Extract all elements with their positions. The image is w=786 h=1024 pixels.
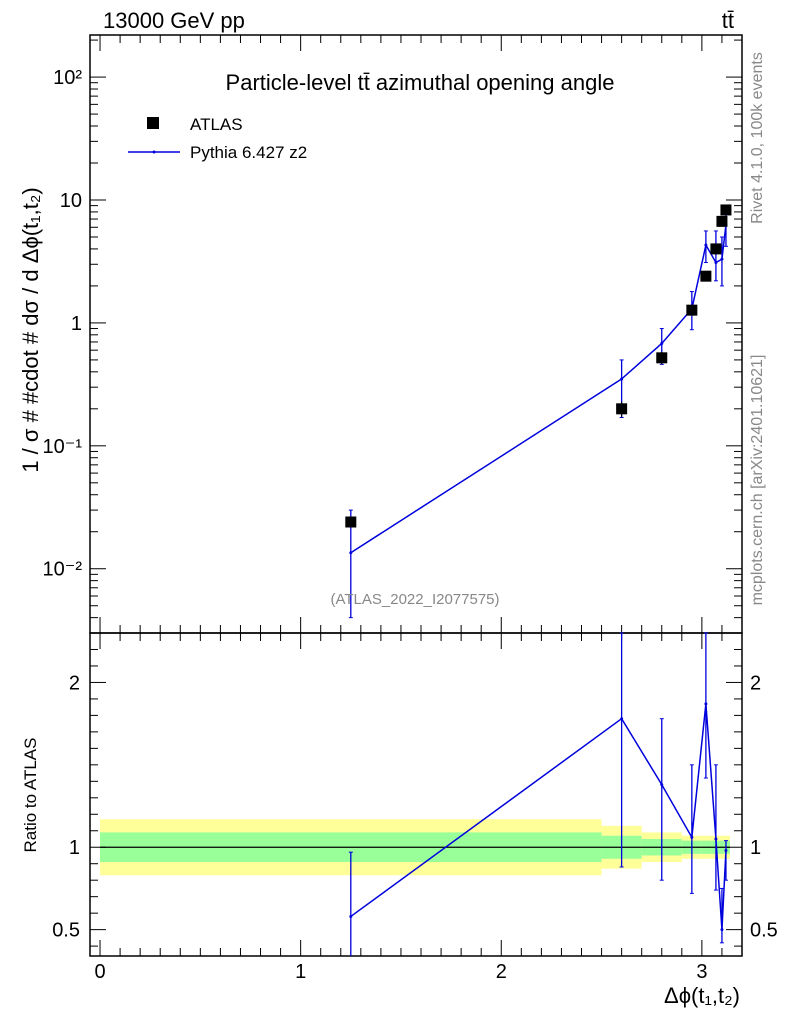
- ratio-pythia-point: [660, 783, 664, 787]
- atlas-point: [686, 304, 698, 316]
- main-y-tick-label: 1: [71, 313, 82, 335]
- x-tick-label: 0: [94, 961, 105, 983]
- pythia-point: [660, 341, 664, 345]
- legend-atlas-marker: [147, 117, 159, 129]
- rivet-version-label: Rivet 4.1.0, 100k events: [749, 52, 766, 224]
- data-marks: [345, 204, 732, 956]
- legend-pythia-label: Pythia 6.427 z2: [190, 143, 307, 162]
- ratio-y-tick-label-right: 0.5: [750, 920, 778, 942]
- energy-label: 13000 GeV pp: [103, 8, 245, 33]
- legend: ATLAS Pythia 6.427 z2: [128, 115, 307, 162]
- axes-frames: [89, 34, 743, 957]
- pythia-point: [620, 377, 624, 381]
- main-y-tick-label: 10: [60, 190, 82, 212]
- main-y-tick-label: 10²: [53, 67, 82, 89]
- ratio-uncertainty-bands: [100, 819, 730, 876]
- ratio-pythia-point: [704, 702, 708, 706]
- pythia-point: [704, 243, 708, 247]
- ratio-y-tick-label-right: 1: [750, 837, 761, 859]
- ratio-pythia-point: [720, 928, 724, 932]
- legend-atlas-label: ATLAS: [190, 115, 243, 134]
- x-tick-label: 3: [696, 961, 707, 983]
- x-axis-label: Δϕ(t₁,t₂): [664, 983, 740, 1008]
- analysis-id-annotation: (ATLAS_2022_I2077575): [330, 591, 499, 608]
- pythia-point: [349, 551, 353, 555]
- chart-title: Particle-level tt̄ azimuthal opening ang…: [226, 70, 615, 95]
- x-tick-label: 2: [496, 961, 507, 983]
- ratio-y-axis-label: Ratio to ATLAS: [21, 738, 40, 853]
- ratio-y-tick-label-right: 2: [750, 672, 761, 694]
- ratio-pythia-point: [714, 837, 718, 841]
- pythia-point: [720, 257, 724, 261]
- ratio-pythia-point: [349, 914, 353, 918]
- ratio-panel-frame: [89, 632, 743, 957]
- ratio-y-tick-label-left: 2: [69, 672, 80, 694]
- atlas-point: [345, 516, 357, 528]
- atlas-point: [720, 204, 732, 216]
- ratio-pythia-point: [690, 835, 694, 839]
- ratio-pythia-point: [620, 717, 624, 721]
- ratio-pythia-line: [350, 703, 727, 930]
- ratio-y-tick-label-left: 1: [69, 837, 80, 859]
- main-panel-frame: [89, 34, 743, 634]
- main-y-tick-label: 10⁻²: [43, 559, 83, 581]
- ratio-pythia-point: [724, 849, 728, 853]
- ratio-y-tick-label-left: 0.5: [52, 920, 80, 942]
- legend-pythia-dot: [152, 150, 156, 154]
- axis-ticks: 10⁻² 10⁻¹ 1 10 10² 0 1 2 3 0.5 0.5 1 1 2 2: [43, 35, 778, 983]
- pythia-line: [350, 224, 727, 554]
- atlas-point: [716, 215, 728, 227]
- main-y-axis-label: 1 / σ # #cdot # dσ / d Δϕ(t₁,t₂): [18, 187, 43, 472]
- process-label: tt̄: [722, 8, 734, 33]
- main-y-tick-label: 10⁻¹: [43, 436, 83, 458]
- atlas-point: [616, 403, 628, 415]
- pythia-point: [714, 261, 718, 265]
- atlas-point: [700, 270, 712, 282]
- atlas-point: [656, 352, 668, 364]
- atlas-point: [710, 243, 722, 255]
- mcplots-credit-label: mcplots.cern.ch [arXiv:2401.10621]: [749, 355, 766, 606]
- x-tick-label: 1: [295, 961, 306, 983]
